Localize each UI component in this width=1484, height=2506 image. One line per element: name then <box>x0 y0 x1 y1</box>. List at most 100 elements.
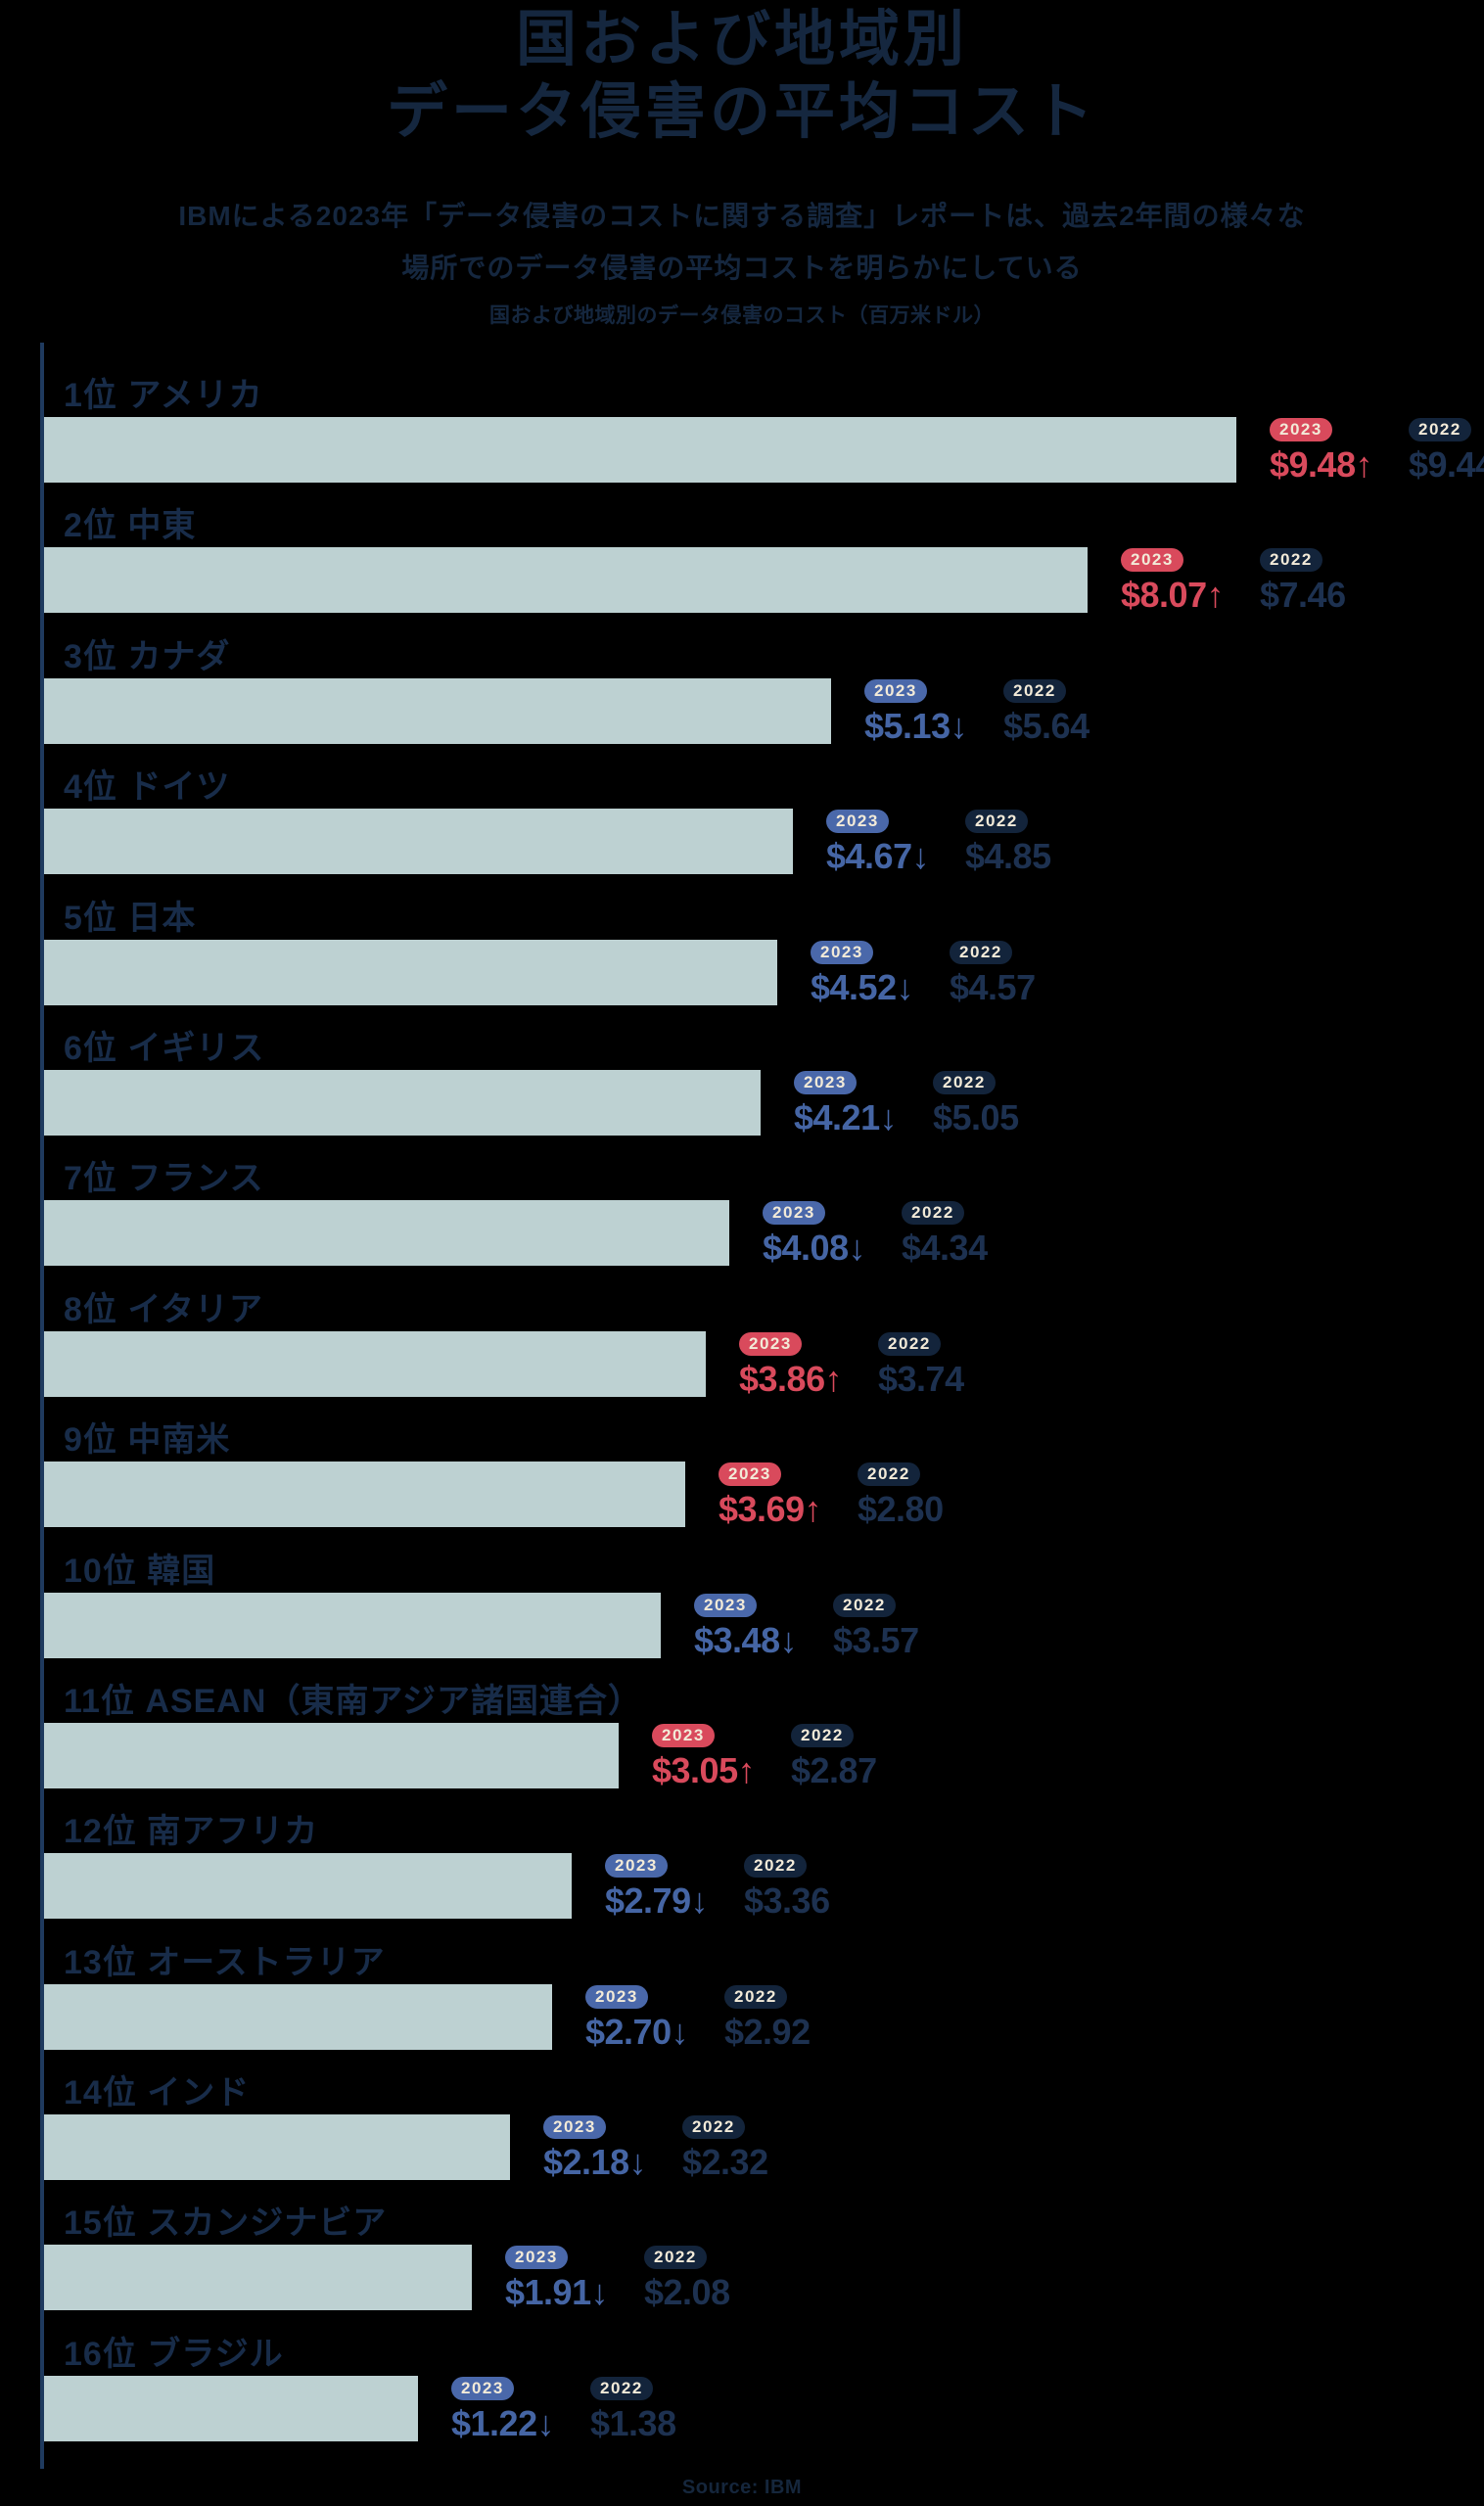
column-2023: 2023 $3.86↑ <box>739 1331 878 1397</box>
year-badge-2022: 2022 <box>644 2246 707 2270</box>
year-badge-2023: 2023 <box>1121 548 1183 573</box>
value-annotations: 2023 $4.21↓ 2022 $5.05 <box>794 1070 1019 1136</box>
chart-row: 1位 アメリカ 2023 $9.48↑ 2022 $9.44 <box>44 343 1484 483</box>
value-annotations: 2023 $9.48↑ 2022 $9.44 <box>1270 417 1484 483</box>
year-badge-2023: 2023 <box>739 1331 802 1356</box>
value-annotations: 2023 $2.18↓ 2022 $2.32 <box>543 2114 768 2180</box>
bar-2023 <box>44 2114 510 2181</box>
column-2022: 2022 $2.80 <box>858 1462 944 1527</box>
chart-row: 2位 中東 2023 $8.07↑ 2022 $7.46 <box>44 473 1479 614</box>
value-2022: $2.32 <box>682 2142 768 2183</box>
value-2023: $9.48↑ <box>1270 444 1373 485</box>
column-2023: 2023 $4.08↓ <box>763 1200 902 1266</box>
column-2023: 2023 $2.18↓ <box>543 2114 682 2180</box>
year-badge-2023: 2023 <box>605 1854 668 1879</box>
value-2023: $3.86↑ <box>739 1358 843 1399</box>
chart-row: 10位 韓国 2023 $3.48↓ 2022 $3.57 <box>44 1518 1479 1658</box>
value-2022: $3.57 <box>833 1619 919 1660</box>
year-badge-2023: 2023 <box>543 2115 606 2140</box>
column-2022: 2022 $4.34 <box>902 1200 988 1266</box>
year-badge-2022: 2022 <box>950 940 1012 964</box>
column-2023: 2023 $1.22↓ <box>451 2376 590 2441</box>
value-2022: $3.74 <box>878 1358 964 1399</box>
value-annotations: 2023 $1.22↓ 2022 $1.38 <box>451 2376 676 2441</box>
value-2023: $3.48↓ <box>694 1619 798 1660</box>
country-rank-label: 11位 ASEAN（東南アジア諸国連合） <box>64 1682 643 1720</box>
column-2022: 2022 $4.57 <box>950 940 1036 1005</box>
value-annotations: 2023 $8.07↑ 2022 $7.46 <box>1121 547 1346 613</box>
country-rank-label: 7位 フランス <box>64 1160 264 1198</box>
chart-row: 12位 南アフリカ 2023 $2.79↓ 2022 $3.36 <box>44 1779 1479 1920</box>
bar-2023 <box>44 547 1088 614</box>
year-badge-2023: 2023 <box>719 1462 781 1487</box>
column-2022: 2022 $2.32 <box>682 2114 768 2180</box>
year-badge-2023: 2023 <box>652 1723 715 1747</box>
value-annotations: 2023 $2.79↓ 2022 $3.36 <box>605 1853 830 1919</box>
chart-row: 14位 インド 2023 $2.18↓ 2022 $2.32 <box>44 2040 1479 2181</box>
chart-row: 3位 カナダ 2023 $5.13↓ 2022 $5.64 <box>44 604 1479 744</box>
value-2022: $2.87 <box>791 1749 877 1790</box>
value-2022: $5.64 <box>1003 705 1090 746</box>
year-badge-2022: 2022 <box>965 810 1028 834</box>
column-2023: 2023 $2.79↓ <box>605 1853 744 1919</box>
page-title-line1: 国および地域別 <box>515 6 968 73</box>
column-2022: 2022 $5.05 <box>933 1070 1019 1136</box>
bar-2023 <box>44 1330 706 1397</box>
bar-2023 <box>44 809 793 875</box>
value-2023: $4.21↓ <box>794 1096 898 1137</box>
bar-2023 <box>44 1069 761 1136</box>
country-rank-label: 3位 カナダ <box>64 637 231 675</box>
country-rank-label: 13位 オーストラリア <box>64 1943 386 1981</box>
value-annotations: 2023 $3.69↑ 2022 $2.80 <box>719 1462 944 1527</box>
year-badge-2022: 2022 <box>744 1854 807 1879</box>
bar-2023 <box>44 677 831 744</box>
column-2023: 2023 $5.13↓ <box>864 678 1003 744</box>
column-2022: 2022 $2.08 <box>644 2245 730 2310</box>
value-2023: $1.22↓ <box>451 2402 555 2443</box>
chart-row: 7位 フランス 2023 $4.08↓ 2022 $4.34 <box>44 1126 1479 1267</box>
year-badge-2022: 2022 <box>682 2115 745 2140</box>
chart-row: 5位 日本 2023 $4.52↓ 2022 $4.57 <box>44 865 1479 1005</box>
year-badge-2022: 2022 <box>933 1070 996 1094</box>
country-rank-label: 10位 韓国 <box>64 1552 216 1590</box>
column-2023: 2023 $8.07↑ <box>1121 547 1260 613</box>
year-badge-2022: 2022 <box>1409 418 1471 441</box>
column-2023: 2023 $4.21↓ <box>794 1070 933 1136</box>
value-annotations: 2023 $4.52↓ 2022 $4.57 <box>811 940 1036 1005</box>
value-2022: $5.05 <box>933 1096 1019 1137</box>
column-2023: 2023 $1.91↓ <box>505 2245 644 2310</box>
bar-2023 <box>44 1200 729 1267</box>
value-2023: $3.05↑ <box>652 1749 756 1790</box>
value-annotations: 2023 $1.91↓ 2022 $2.08 <box>505 2245 730 2310</box>
source-credit: Source: IBM <box>681 2477 803 2498</box>
page-title-line2: データ侵害の平均コスト <box>386 78 1097 146</box>
year-badge-2023: 2023 <box>1270 418 1332 441</box>
year-badge-2022: 2022 <box>724 1984 787 2009</box>
value-2023: $3.69↑ <box>719 1489 822 1530</box>
column-2022: 2022 $3.57 <box>833 1593 919 1658</box>
chart-caption: 国および地域別のデータ侵害のコスト（百万米ドル） <box>489 304 995 327</box>
value-2022: $4.85 <box>965 836 1051 877</box>
value-2022: $2.08 <box>644 2272 730 2313</box>
country-rank-label: 4位 ドイツ <box>64 768 231 807</box>
column-2023: 2023 $4.52↓ <box>811 940 950 1005</box>
country-rank-label: 15位 スカンジナビア <box>64 2204 388 2243</box>
chart-row: 4位 ドイツ 2023 $4.67↓ 2022 $4.85 <box>44 734 1479 875</box>
value-2022: $4.57 <box>950 966 1036 1007</box>
country-rank-label: 6位 イギリス <box>64 1029 265 1067</box>
country-rank-label: 1位 アメリカ <box>64 377 263 414</box>
year-badge-2022: 2022 <box>590 2376 653 2400</box>
country-rank-label: 9位 中南米 <box>64 1421 231 1460</box>
bar-2023 <box>44 1722 619 1788</box>
bar-2023 <box>44 939 777 1005</box>
year-badge-2022: 2022 <box>791 1723 854 1747</box>
value-annotations: 2023 $3.86↑ 2022 $3.74 <box>739 1331 964 1397</box>
column-2022: 2022 $5.64 <box>1003 678 1090 744</box>
year-badge-2022: 2022 <box>858 1462 920 1487</box>
value-2022: $7.46 <box>1260 575 1346 616</box>
column-2022: 2022 $3.36 <box>744 1853 830 1919</box>
column-2022: 2022 $7.46 <box>1260 547 1346 613</box>
year-badge-2023: 2023 <box>811 940 873 964</box>
value-2022: $9.44 <box>1409 444 1484 485</box>
